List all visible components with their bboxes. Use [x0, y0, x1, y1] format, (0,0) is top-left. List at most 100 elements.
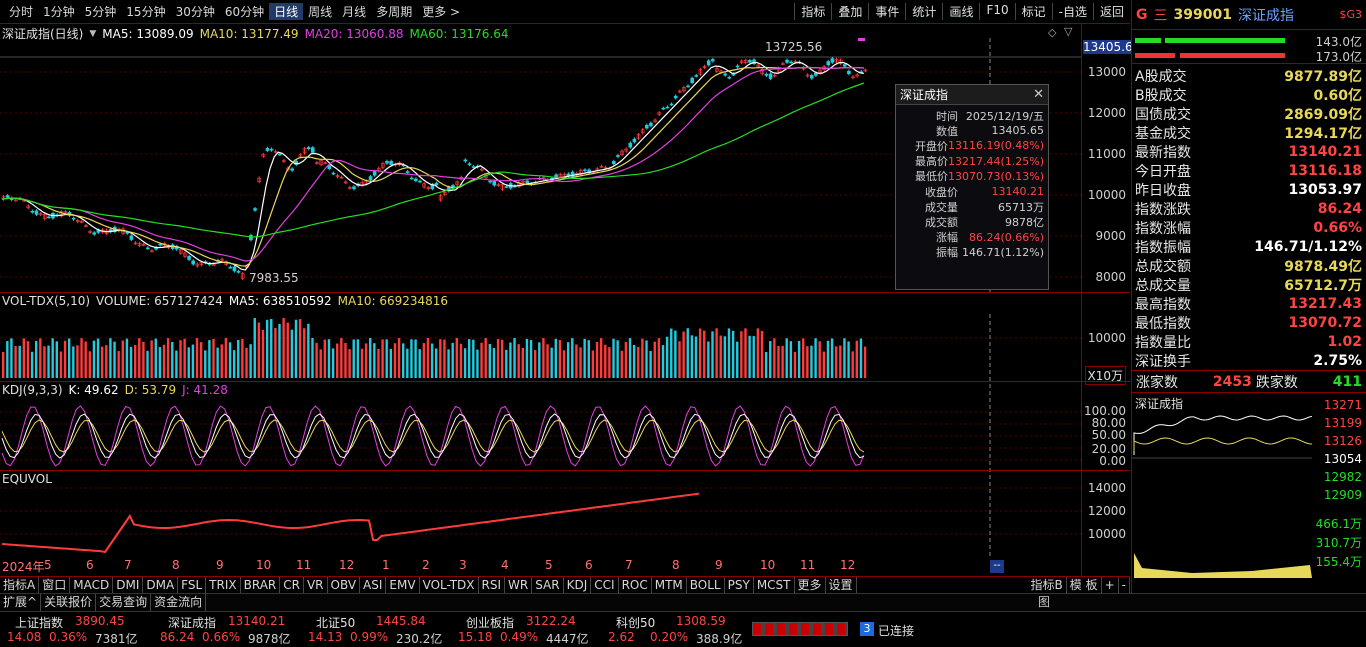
candle-body: [851, 76, 855, 79]
candle-body: [38, 213, 43, 216]
extension-tab[interactable]: 关联报价: [41, 594, 97, 611]
extension-tab[interactable]: 交易查询: [96, 594, 152, 611]
period-tab[interactable]: 分时: [9, 5, 34, 19]
indicator-tab[interactable]: DMA: [143, 577, 179, 593]
indicator-tab[interactable]: 更多: [795, 577, 826, 593]
indicator-tab[interactable]: KDJ: [564, 577, 592, 593]
indicator-tab[interactable]: DMI: [113, 577, 144, 593]
volume-bar: [538, 342, 541, 378]
template-tab[interactable]: +: [1102, 577, 1119, 593]
volume-bar: [810, 345, 813, 378]
index-name[interactable]: 创业板指: [466, 616, 515, 630]
quote-badge[interactable]: $G3: [1339, 8, 1362, 21]
volume-bar: [525, 338, 529, 378]
tool-button[interactable]: -自选: [1051, 3, 1093, 20]
period-tab[interactable]: 日线: [269, 3, 304, 20]
period-tab[interactable]: 60分钟: [224, 5, 265, 19]
tool-button[interactable]: 标记: [1014, 3, 1052, 20]
indicator-tab[interactable]: 指标A: [0, 577, 40, 593]
indicator-tab[interactable]: BRAR: [241, 577, 281, 593]
volume-bar: [740, 331, 743, 378]
volume-bar: [686, 328, 689, 378]
volume-bar: [270, 319, 273, 378]
tool-button[interactable]: 叠加: [831, 3, 868, 20]
indicator-tab[interactable]: WR: [505, 577, 533, 593]
indicator-tab[interactable]: EMV: [386, 577, 420, 593]
template-tab[interactable]: 指标B: [1028, 577, 1067, 593]
ma-label: MA10: 13177.49: [199, 26, 299, 41]
dropdown-icon[interactable]: ▼: [89, 28, 97, 39]
period-tab[interactable]: 月线: [342, 5, 367, 19]
indicator-tab[interactable]: VR: [304, 577, 328, 593]
tool-button[interactable]: 返回: [1092, 3, 1130, 20]
tooltip-value: 2025/12/19/五: [965, 109, 1044, 123]
volume-bar: [835, 346, 838, 378]
period-tab[interactable]: 多周期: [376, 5, 413, 19]
indicator-tab[interactable]: ROC: [619, 577, 652, 593]
tooltip-key: 最高价: [914, 155, 948, 169]
index-name[interactable]: 上证指数: [15, 616, 64, 630]
candle-body: [368, 176, 373, 181]
indicator-tab[interactable]: SAR: [532, 577, 564, 593]
indicator-tab[interactable]: 设置: [826, 577, 857, 593]
volume-unit: X10万: [1084, 366, 1126, 385]
period-tab[interactable]: 30分钟: [175, 5, 215, 19]
period-tab[interactable]: 15分钟: [126, 5, 166, 19]
candle-body: [814, 72, 818, 76]
indicator-tab[interactable]: ASI: [360, 577, 387, 593]
quote-row: 指数振幅 146.71/1.12%: [1132, 237, 1366, 256]
volume-bar: [43, 346, 46, 378]
extension-tab[interactable]: 扩展^: [0, 594, 42, 611]
indicator-tab[interactable]: MCST: [754, 577, 795, 593]
close-icon[interactable]: ✕: [1033, 87, 1044, 102]
indicator-tab[interactable]: MTM: [652, 577, 687, 593]
indicator-tab[interactable]: BOLL: [687, 577, 725, 593]
period-tab[interactable]: 1分钟: [43, 5, 75, 19]
index-name[interactable]: 科创50: [616, 616, 656, 630]
volume-bar: [488, 343, 492, 378]
chart-canvas[interactable]: [0, 24, 1130, 576]
indicator-tab[interactable]: VOL-TDX: [420, 577, 479, 593]
down-count: 411: [1332, 373, 1362, 390]
period-tab[interactable]: 更多 >: [422, 5, 461, 19]
indicator-tab[interactable]: FSL: [178, 577, 207, 593]
template-tab[interactable]: -: [1119, 577, 1130, 593]
kdj-k-value: K: 49.62: [68, 383, 119, 397]
quote-key: 总成交额: [1135, 258, 1191, 275]
tool-button[interactable]: 指标: [794, 3, 831, 20]
indicator-tab[interactable]: RSI: [479, 577, 506, 593]
chevron-down-icon[interactable]: ▽: [1064, 25, 1073, 38]
indicator-tab[interactable]: MACD: [70, 577, 114, 593]
menu-icon[interactable]: 三: [1153, 7, 1168, 24]
volume-bar: [171, 341, 174, 378]
indicator-tab[interactable]: CCI: [591, 577, 619, 593]
tool-button[interactable]: 事件: [868, 3, 905, 20]
index-name[interactable]: 北证50: [316, 616, 356, 630]
mini-intraday-chart[interactable]: 深证成指 13271 13199 13126 13054 12982 12909 466.1…: [1132, 392, 1366, 582]
template-tab[interactable]: 模 板: [1067, 577, 1102, 593]
picture-toggle[interactable]: 图: [1037, 595, 1050, 609]
period-tab[interactable]: 5分钟: [84, 5, 117, 19]
indicator-tab[interactable]: TRIX: [206, 577, 241, 593]
chart-area[interactable]: 深证成指(日线) ▼ MA5: 13089.09 MA10: 13177.49 MA…: [0, 24, 1133, 576]
candle-body: [137, 243, 142, 246]
candle-body: [195, 263, 200, 267]
candle-body: [290, 168, 294, 171]
connection-status[interactable]: 已连接: [878, 624, 915, 638]
indicator-tab[interactable]: PSY: [725, 577, 754, 593]
tool-button[interactable]: 统计: [905, 3, 942, 20]
tool-button[interactable]: 画线: [942, 3, 979, 20]
indicator-tab[interactable]: OBV: [328, 577, 361, 593]
volume-bar: [624, 341, 628, 378]
volume-bar: [397, 338, 401, 378]
extension-tab[interactable]: 资金流向: [151, 594, 207, 611]
tool-button[interactable]: F10: [979, 3, 1014, 20]
candle-body: [743, 59, 748, 63]
index-name[interactable]: 深证成指: [168, 616, 217, 630]
volume-bar: [542, 338, 545, 378]
diamond-icon[interactable]: ◇: [1048, 26, 1057, 39]
indicator-tab[interactable]: 窗口: [39, 577, 71, 593]
period-tab[interactable]: 周线: [308, 5, 333, 19]
indicator-tab[interactable]: CR: [280, 577, 304, 593]
volume-bar: [583, 338, 586, 378]
